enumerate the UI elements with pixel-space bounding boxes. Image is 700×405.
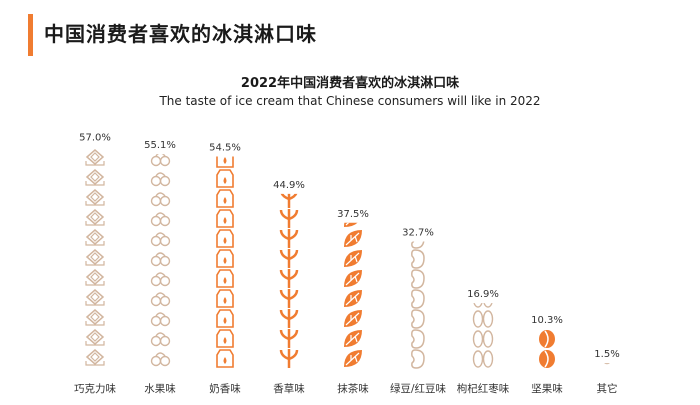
- chocolate-icon: [85, 249, 105, 266]
- vanilla-icon: [279, 349, 299, 368]
- data-label: 55.1%: [144, 140, 176, 151]
- bar-8: [539, 330, 555, 368]
- vanilla-icon: [279, 309, 299, 328]
- category-label: 绿豆/红豆味: [390, 382, 447, 395]
- fruit-icon: [150, 192, 171, 207]
- milk-icon: [216, 189, 234, 208]
- milk-icon: [216, 229, 234, 248]
- bean-icon: [411, 309, 425, 329]
- bar-1: [85, 149, 105, 366]
- milk-icon: [216, 309, 234, 328]
- fruit-icon: [150, 312, 171, 327]
- data-label: 44.9%: [273, 180, 305, 191]
- category-label: 巧克力味: [74, 382, 116, 395]
- jujube-icon: [473, 303, 493, 308]
- fruit-icon: [150, 352, 171, 367]
- data-label: 1.5%: [594, 349, 619, 360]
- fruit-icon: [150, 252, 171, 267]
- matcha-leaf-icon: [344, 310, 362, 327]
- vanilla-icon: [279, 289, 299, 308]
- fruit-icon: [150, 292, 171, 307]
- matcha-leaf-icon: [344, 330, 362, 347]
- milk-icon: [216, 249, 234, 268]
- category-label: 其它: [597, 382, 618, 395]
- bar-4: [279, 193, 299, 368]
- fruit-icon: [150, 212, 171, 227]
- milk-icon: [216, 289, 234, 308]
- chocolate-icon: [85, 169, 105, 186]
- page-title: 中国消费者喜欢的冰淇淋口味: [44, 22, 317, 46]
- bar-7: [472, 303, 494, 368]
- fruit-icon: [150, 154, 171, 167]
- milk-icon: [216, 269, 234, 288]
- jujube-icon: [472, 330, 494, 348]
- chocolate-icon: [85, 269, 105, 286]
- matcha-leaf-icon: [344, 222, 358, 227]
- data-label: 54.5%: [209, 142, 241, 153]
- matcha-leaf-icon: [344, 270, 362, 287]
- category-label: 香草味: [273, 383, 305, 395]
- bean-icon: [411, 241, 425, 249]
- chocolate-icon: [85, 289, 105, 306]
- fruit-icon: [150, 232, 171, 247]
- milk-icon: [216, 329, 234, 348]
- chocolate-icon: [85, 149, 105, 166]
- vanilla-icon: [279, 269, 299, 288]
- milk-icon: [216, 209, 234, 228]
- vanilla-icon: [279, 209, 299, 228]
- chart-subtitle: The taste of ice cream that Chinese cons…: [159, 94, 541, 108]
- data-label: 57.0%: [79, 133, 111, 144]
- chocolate-icon: [85, 349, 105, 366]
- vanilla-icon: [279, 229, 299, 248]
- bean-icon: [411, 249, 425, 269]
- milk-icon: [216, 169, 234, 188]
- jujube-icon: [472, 310, 494, 328]
- milk-icon: [216, 156, 234, 168]
- matcha-leaf-icon: [344, 290, 362, 307]
- data-label: 37.5%: [337, 209, 369, 220]
- milk-icon: [216, 349, 234, 368]
- bar-9: [604, 363, 610, 365]
- matcha-leaf-icon: [344, 230, 362, 247]
- category-label: 水果味: [144, 383, 176, 395]
- chocolate-icon: [85, 329, 105, 346]
- nut-icon: [539, 330, 555, 348]
- data-label: 16.9%: [467, 289, 499, 300]
- chocolate-icon: [85, 209, 105, 226]
- chocolate-icon: [85, 189, 105, 206]
- chart-title: 2022年中国消费者喜欢的冰淇淋口味: [240, 76, 460, 91]
- vanilla-icon: [279, 329, 299, 348]
- matcha-leaf-icon: [344, 350, 362, 367]
- fruit-icon: [150, 272, 171, 287]
- category-label: 坚果味: [531, 383, 563, 395]
- vanilla-icon: [280, 193, 298, 208]
- chocolate-icon: [85, 229, 105, 246]
- bean-icon: [411, 349, 425, 369]
- data-label: 10.3%: [531, 315, 563, 326]
- nut-icon: [539, 350, 555, 368]
- bean-icon: [411, 269, 425, 289]
- bar-6: [411, 241, 425, 369]
- fruit-icon: [150, 332, 171, 347]
- jujube-icon: [472, 350, 494, 368]
- bar-3: [216, 156, 234, 368]
- vanilla-icon: [279, 249, 299, 268]
- chocolate-icon: [85, 309, 105, 326]
- bar-2: [150, 154, 171, 367]
- bar-5: [344, 222, 362, 367]
- bean-icon: [411, 329, 425, 349]
- category-label: 奶香味: [209, 383, 241, 395]
- bean-icon: [411, 289, 425, 309]
- category-label: 抹茶味: [337, 382, 369, 395]
- data-label: 32.7%: [402, 227, 434, 238]
- fruit-icon: [150, 172, 171, 187]
- matcha-leaf-icon: [344, 250, 362, 267]
- category-label: 枸杞红枣味: [457, 382, 510, 395]
- other-icon: [604, 363, 610, 365]
- title-accent-bar: [28, 14, 33, 56]
